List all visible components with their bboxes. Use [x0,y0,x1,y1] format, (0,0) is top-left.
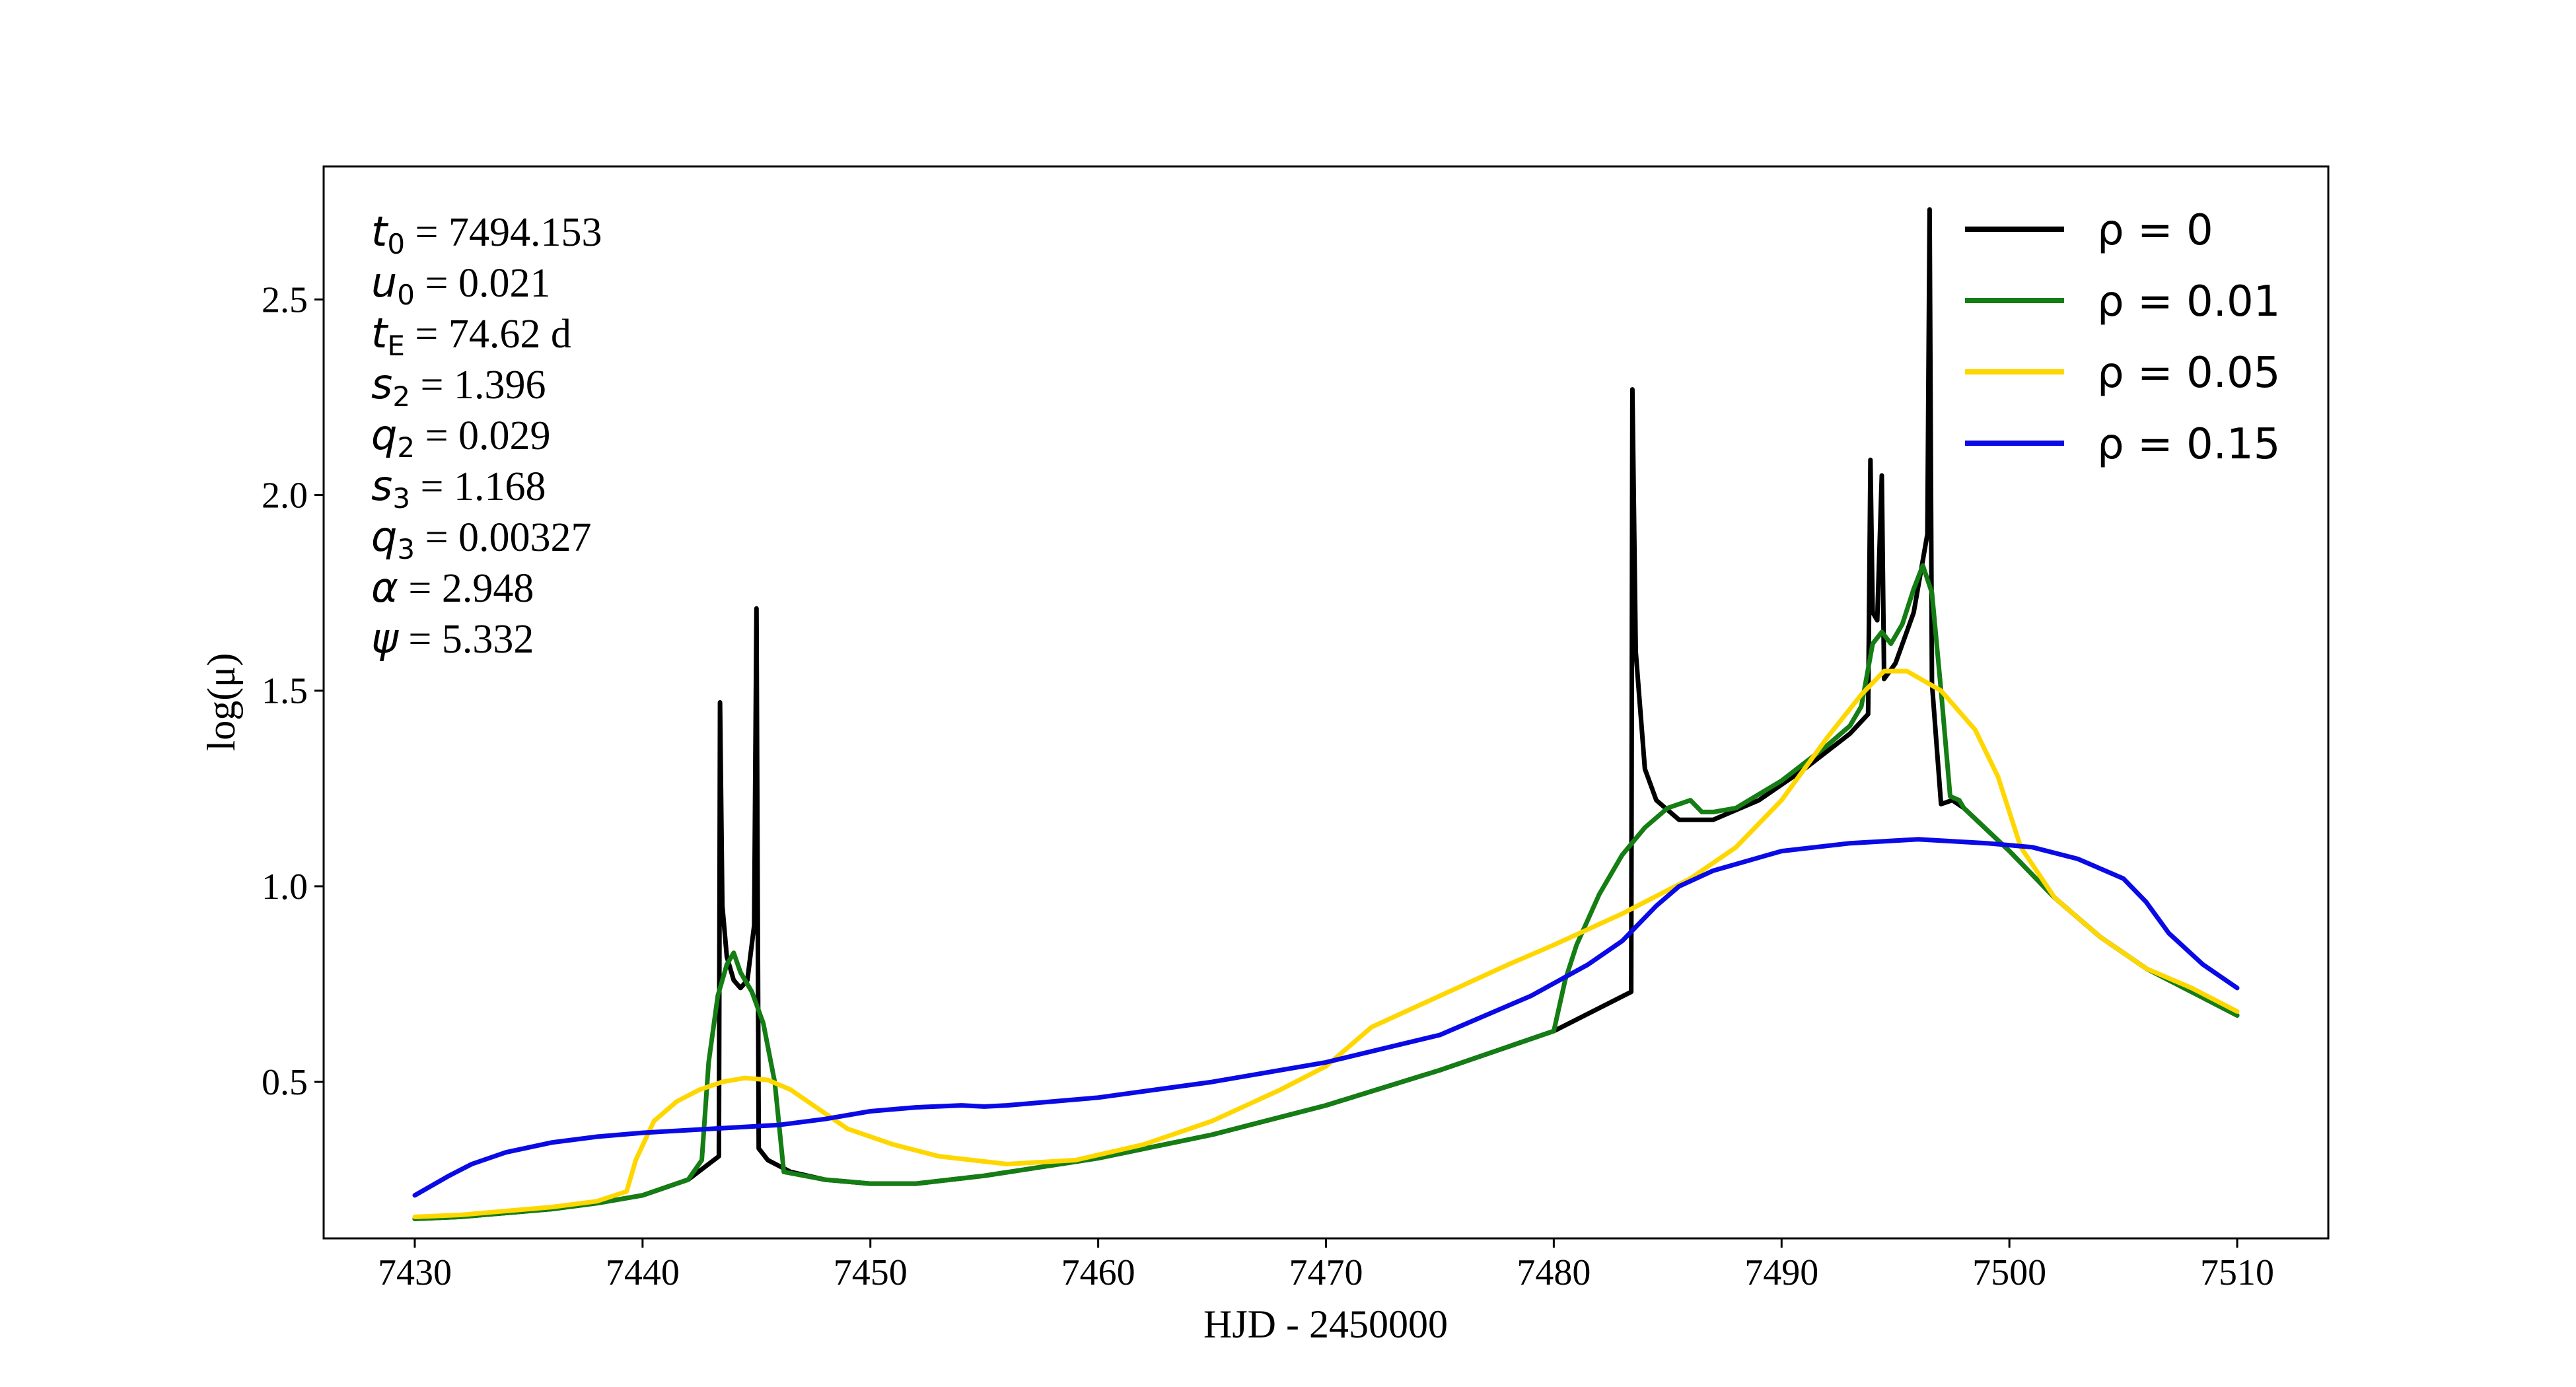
param-line-8: ψ = 5.332 [371,614,534,662]
x-tick-label-2: 7450 [834,1252,908,1293]
param-line-6: q3 = 0.00327 [371,513,592,565]
x-tick-label-8: 7510 [2200,1252,2274,1293]
legend-label-1: ρ = 0.01 [2097,277,2280,326]
series-line-1 [412,563,2240,1221]
y-tick-label-0: 0.5 [262,1062,308,1103]
param-line-4: q2 = 0.029 [371,411,551,464]
x-tick-label-3: 7460 [1061,1252,1135,1293]
param-line-7: α = 2.948 [371,563,534,612]
y-tick-label-3: 2.0 [262,476,308,516]
param-line-0: t0 = 7494.153 [371,207,602,260]
y-axis-title: log(μ) [199,653,243,752]
param-line-2: tE = 74.62 d [371,309,571,362]
y-axis: 0.5 1.0 1.5 2.0 2.5 [262,279,324,1103]
x-tick-label-0: 7430 [378,1252,452,1293]
plot-frame [322,165,2330,1240]
legend-label-3: ρ = 0.15 [2097,420,2280,469]
param-line-5: s3 = 1.168 [371,462,546,515]
x-tick-label-6: 7490 [1744,1252,1818,1293]
y-tick-label-1: 1.0 [262,867,308,907]
x-tick-label-5: 7480 [1517,1252,1591,1293]
x-axis: 7430 7440 7450 7460 7470 7480 7490 7500 7510 [378,1238,2274,1293]
param-line-1: u0 = 0.021 [371,258,551,311]
y-tick-label-4: 2.5 [262,279,308,320]
y-tick-label-2: 1.5 [262,671,308,712]
legend-label-0: ρ = 0 [2097,206,2213,255]
series-line-2 [412,668,2240,1219]
x-tick-label-7: 7500 [1972,1252,2046,1293]
series-line-3 [412,837,2240,1198]
param-line-3: s2 = 1.396 [371,360,546,413]
legend-label-2: ρ = 0.05 [2097,349,2280,398]
x-tick-label-4: 7470 [1289,1252,1363,1293]
series-layer [412,207,2240,1221]
series-line-0 [412,207,2240,1221]
x-tick-label-1: 7440 [606,1252,680,1293]
legend: ρ = 0 ρ = 0.01 ρ = 0.05 ρ = 0.15 [1965,206,2280,469]
x-axis-title: HJD - 2450000 [1203,1302,1448,1346]
